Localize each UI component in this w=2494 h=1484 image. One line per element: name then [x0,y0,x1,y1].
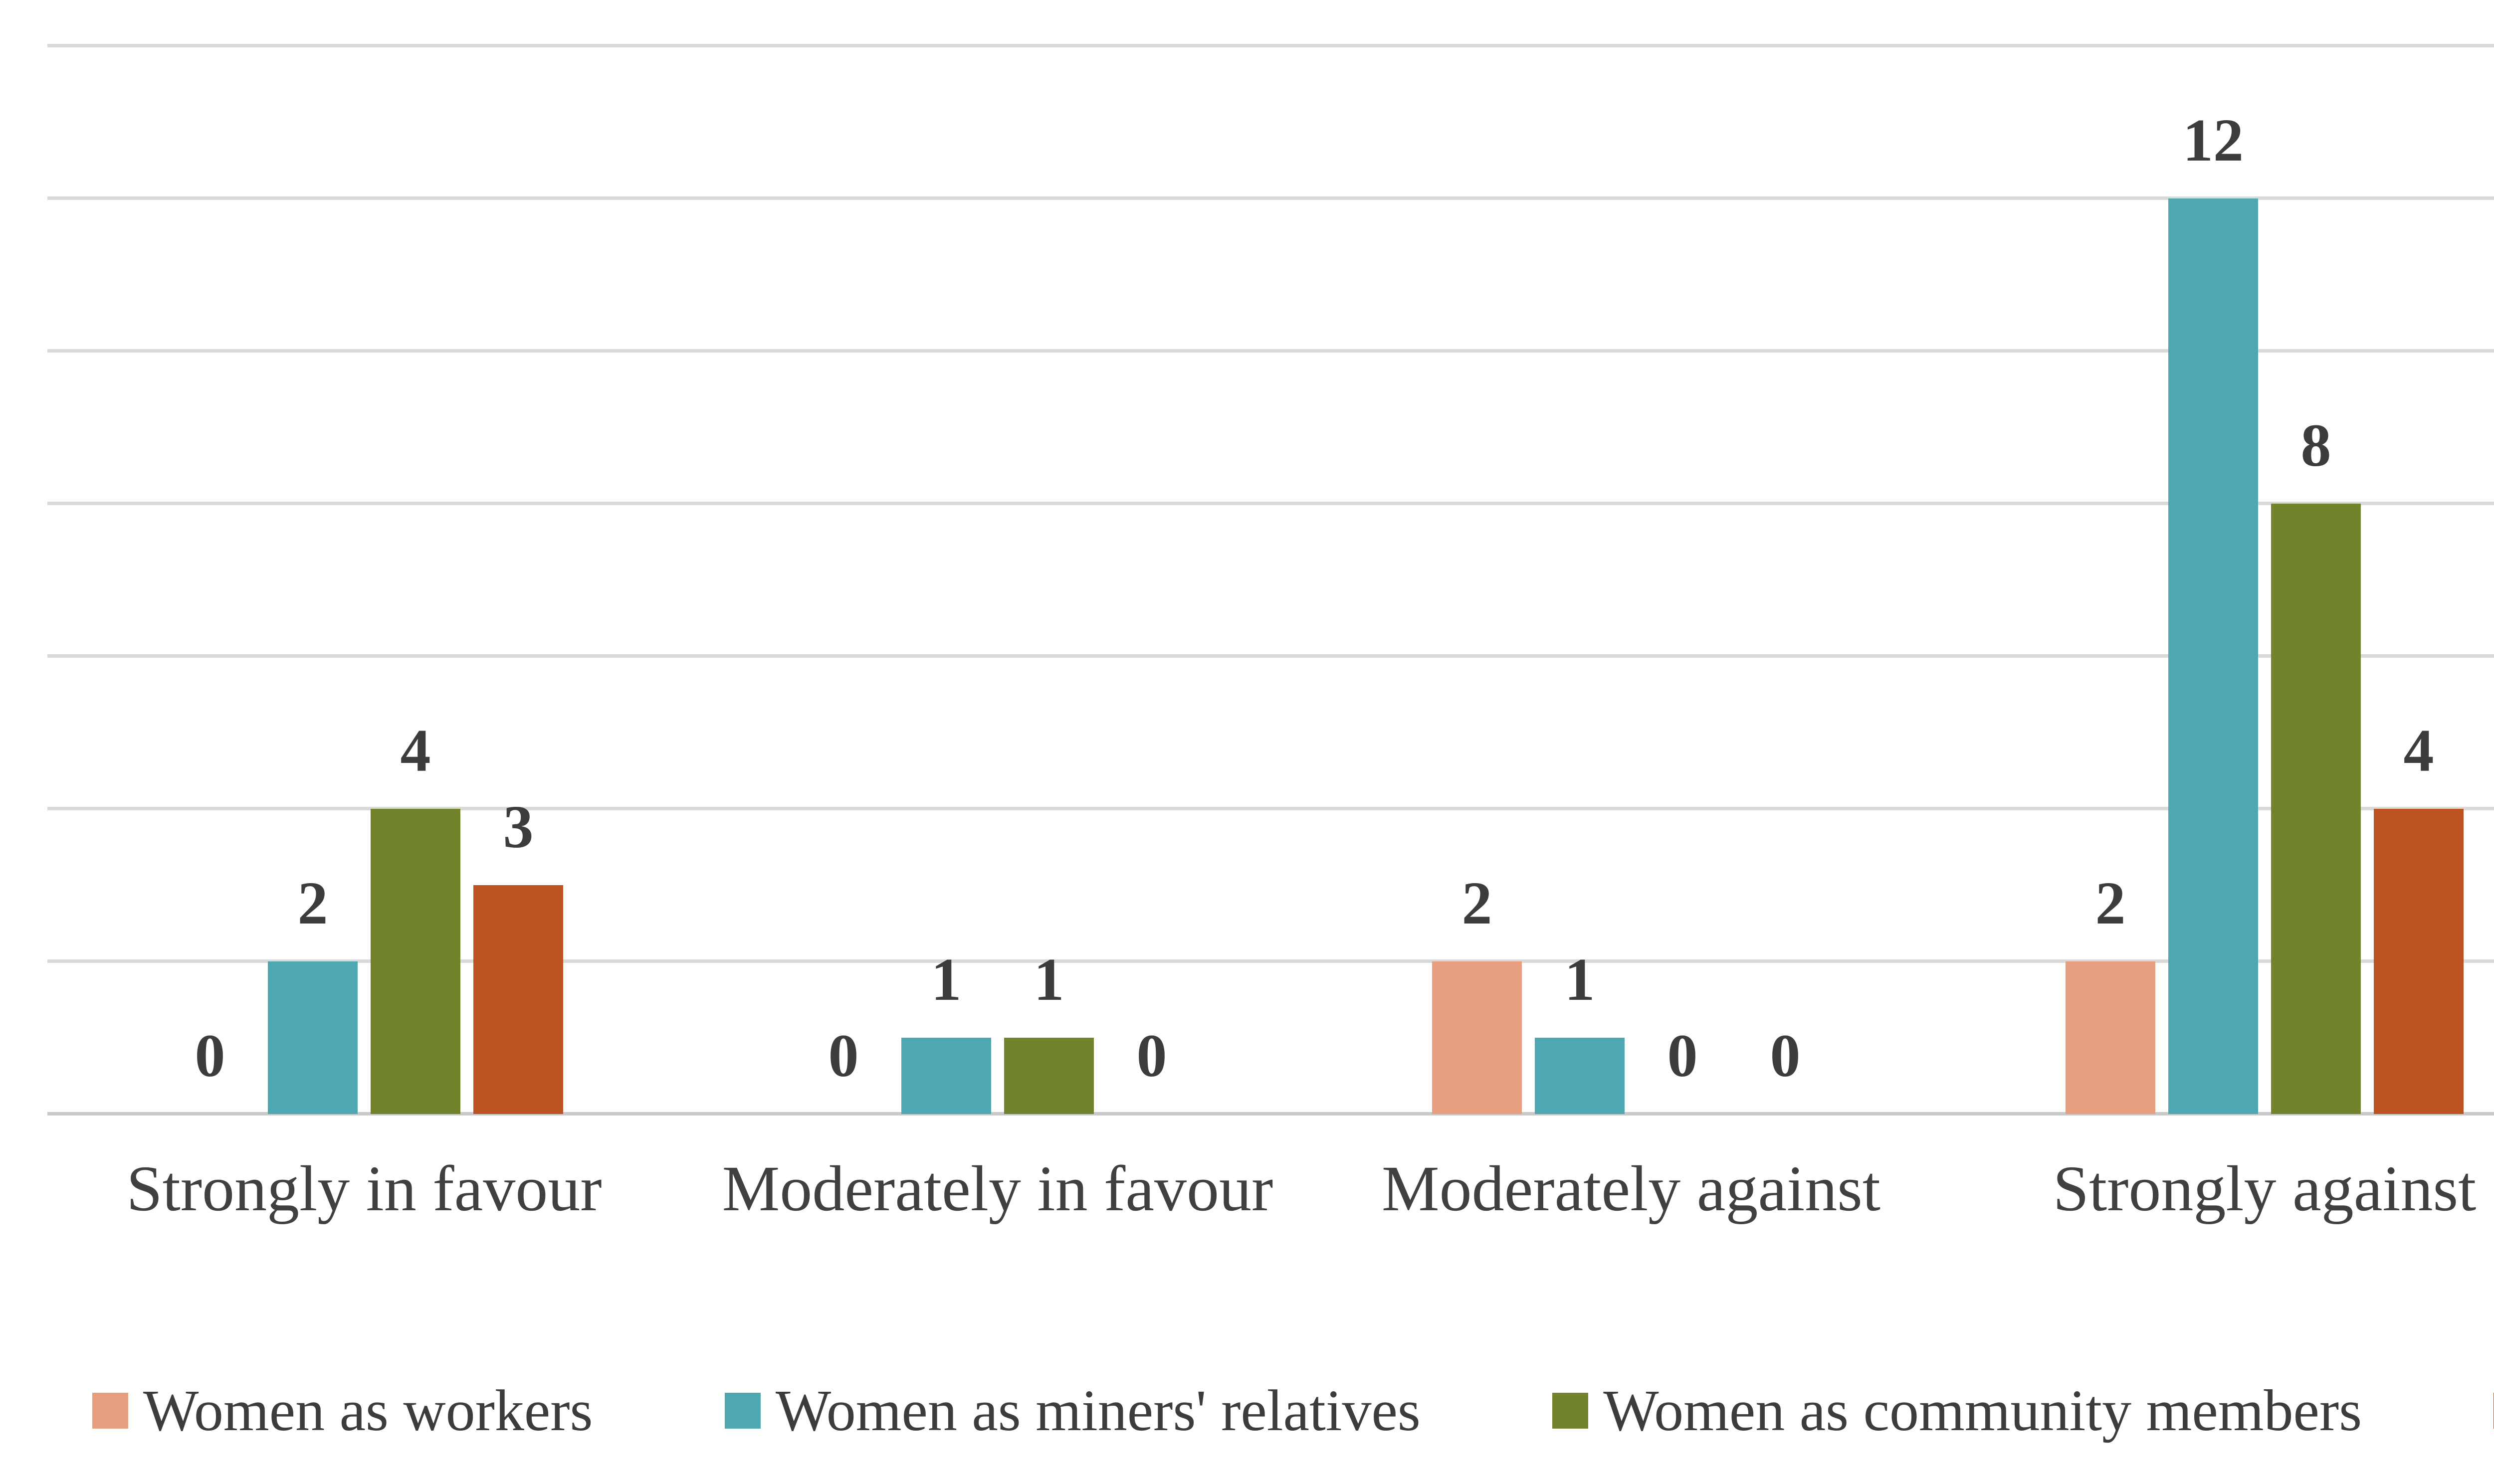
category-label: Strongly against [2053,1153,2477,1225]
legend-swatch-icon [92,1393,128,1429]
value-label: 2 [2095,870,2126,937]
bar [1004,1038,1094,1114]
gridline [47,959,2494,963]
plot-area: 024301102100212841104 [47,44,2494,1115]
legend-item: Women as workers [92,1381,593,1440]
legend-item: Women as community members [1552,1381,2362,1440]
value-label: 1 [1034,946,1064,1014]
value-label: 2 [1461,870,1492,937]
bar [1535,1038,1625,1114]
value-label: 2 [297,870,328,937]
value-label: 0 [1770,1022,1801,1090]
value-label: 0 [1136,1022,1167,1090]
bar-column: 0 [1638,46,1727,1114]
bar [473,885,563,1114]
bar-column: 0 [165,46,255,1114]
legend-label: Women as workers [143,1378,593,1443]
legend-label: Women as community members [1603,1378,2362,1443]
category-label: Moderately in favour [722,1153,1273,1225]
bar-group: 2 1 0 0 [1314,46,1948,1114]
bar-column: 8 [2271,46,2361,1114]
bar-group: 2 12 8 4 [1948,46,2494,1114]
value-label: 4 [2403,717,2434,785]
bar-column: 2 [268,46,358,1114]
value-label: 4 [400,717,431,785]
bar-column: 3 [473,46,563,1114]
bar [2168,198,2258,1114]
bar [2271,504,2361,1114]
bar-column: 4 [2374,46,2464,1114]
gridline [47,196,2494,200]
bar [2374,809,2464,1114]
bar-column: 2 [2066,46,2155,1114]
bar-column: 0 [1740,46,1830,1114]
value-label: 0 [1667,1022,1698,1090]
legend-label: Women as miners' relatives [775,1378,1421,1443]
value-label: 1 [1564,946,1595,1014]
value-label: 8 [2300,412,2331,480]
value-label: 0 [828,1022,859,1090]
gridline [47,44,2494,47]
bar-column: 2 [1432,46,1522,1114]
bar-group: 0 1 1 0 [681,46,1314,1114]
bar-column: 0 [1107,46,1197,1114]
bar-group: 0 2 4 3 [47,46,681,1114]
bar-column: 4 [371,46,460,1114]
legend-item: Women as miners' relatives [724,1378,1421,1443]
bar [371,809,460,1114]
category-axis: Strongly in favour Moderately in favour Mo… [47,1152,2494,1227]
bar-column: 0 [799,46,888,1114]
value-label: 3 [503,793,534,861]
legend-swatch-icon [1552,1393,1589,1429]
bar [1432,961,1522,1114]
legend-swatch-icon [724,1393,761,1429]
value-label: 0 [195,1022,225,1090]
bar-column: 1 [901,46,991,1114]
gridline [47,349,2494,353]
bar [268,961,358,1114]
gridline [47,502,2494,506]
x-axis-line [47,1112,2494,1115]
category-label: Moderately against [1382,1153,1880,1225]
value-label: 12 [2183,107,2244,174]
gridline [47,807,2494,811]
gridline [47,654,2494,658]
bar [2066,961,2155,1114]
bar-groups-container: 024301102100212841104 [47,46,2494,1114]
bar [901,1038,991,1114]
bar-column: 12 [2168,46,2258,1114]
category-label: Strongly in favour [126,1153,602,1225]
legend: Women as workers Women as miners' relativ… [0,1381,2494,1440]
bar-column: 1 [1004,46,1094,1114]
value-label: 1 [931,946,962,1014]
bar-column: 1 [1535,46,1625,1114]
